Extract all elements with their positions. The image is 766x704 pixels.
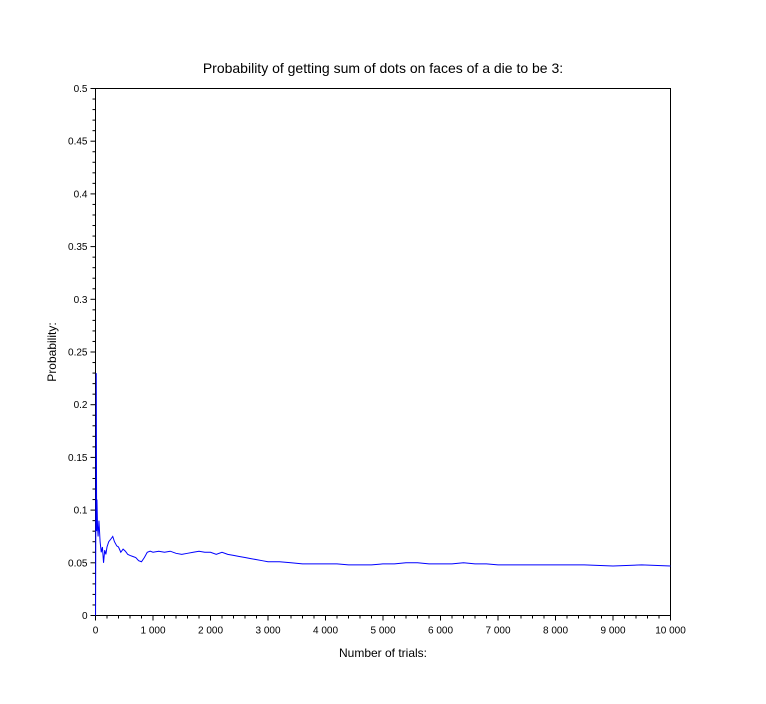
y-tick-label: 0.3 [74, 295, 88, 306]
y-tick-label: 0.5 [74, 84, 88, 95]
y-tick-label: 0.15 [68, 453, 88, 464]
x-tick-label: 10 000 [655, 626, 686, 637]
x-tick-label: 2 000 [198, 626, 223, 637]
x-tick-label: 4 000 [313, 626, 338, 637]
x-tick-label: 8 000 [543, 626, 568, 637]
x-tick-label: 5 000 [370, 626, 395, 637]
y-tick-label: 0.35 [68, 242, 88, 253]
y-tick-label: 0.2 [74, 400, 88, 411]
y-tick-label: 0.4 [74, 189, 88, 200]
y-axis: 0 0.05 0.1 0.15 0.2 0.25 0.3 0.35 0.4 0.45 0.5 [68, 84, 96, 622]
x-tick-label: 6 000 [428, 626, 453, 637]
x-tick-label: 1 000 [140, 626, 165, 637]
x-tick-label: 3 000 [255, 626, 280, 637]
x-tick-label: 0 [93, 626, 99, 637]
y-tick-label: 0.1 [74, 506, 88, 517]
y-axis-label: Probability: [45, 322, 59, 381]
plot-frame [95, 88, 671, 616]
x-axis-label: Number of trials: [339, 646, 427, 660]
x-tick-label: 9 000 [600, 626, 625, 637]
x-axis: 0 1 000 2 000 3 000 4 000 5 000 6 000 7 000 8 00… [93, 615, 686, 637]
y-tick-label: 0.25 [68, 348, 88, 359]
y-tick-label: 0.45 [68, 137, 88, 148]
y-tick-label: 0.05 [68, 558, 88, 569]
x-tick-label: 7 000 [485, 626, 510, 637]
y-tick-label: 0 [82, 611, 88, 622]
series-line [95, 373, 671, 616]
chart-title: Probability of getting sum of dots on fa… [203, 60, 563, 76]
